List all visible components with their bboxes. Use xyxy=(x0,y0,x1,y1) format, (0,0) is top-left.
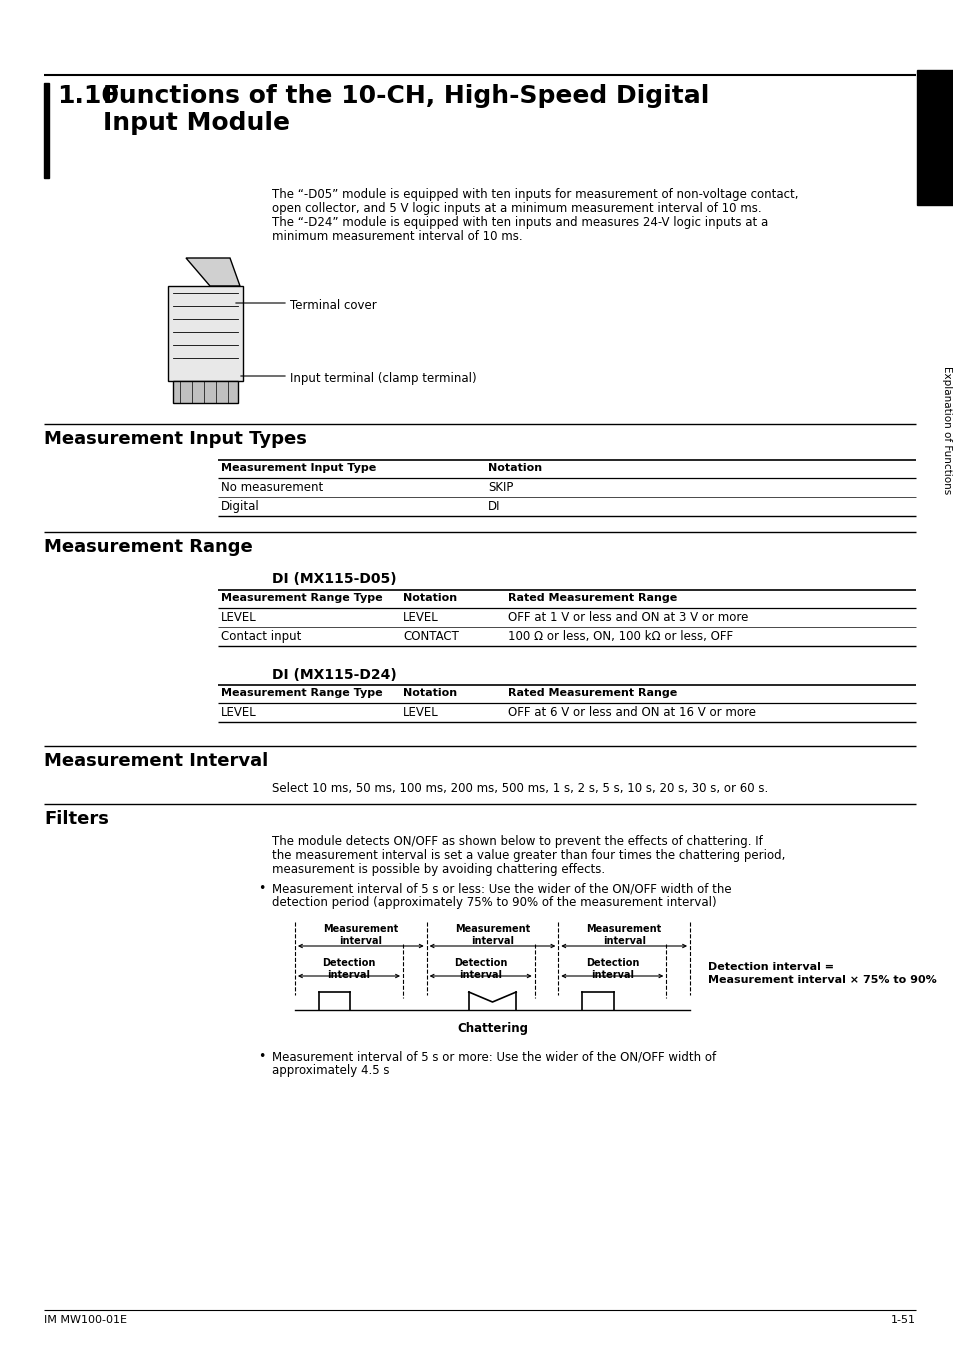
Text: No measurement: No measurement xyxy=(221,481,323,494)
Text: Rated Measurement Range: Rated Measurement Range xyxy=(507,593,677,603)
Text: 1.10: 1.10 xyxy=(57,84,119,108)
Text: open collector, and 5 V logic inputs at a minimum measurement interval of 10 ms.: open collector, and 5 V logic inputs at … xyxy=(272,202,760,215)
Text: 1: 1 xyxy=(926,128,942,148)
Text: Measurement Range Type: Measurement Range Type xyxy=(221,593,382,603)
Text: Measurement interval of 5 s or less: Use the wider of the ON/OFF width of the: Measurement interval of 5 s or less: Use… xyxy=(272,882,731,895)
Polygon shape xyxy=(186,258,240,286)
Text: Chattering: Chattering xyxy=(456,1022,527,1035)
Text: Measurement interval of 5 s or more: Use the wider of the ON/OFF width of: Measurement interval of 5 s or more: Use… xyxy=(272,1050,716,1062)
Bar xyxy=(44,82,49,178)
Text: detection period (approximately 75% to 90% of the measurement interval): detection period (approximately 75% to 9… xyxy=(272,896,716,909)
Bar xyxy=(916,70,953,205)
Text: DI (MX115-D24): DI (MX115-D24) xyxy=(272,668,396,682)
Text: 1-51: 1-51 xyxy=(890,1315,915,1324)
Text: Functions of the 10-CH, High-Speed Digital: Functions of the 10-CH, High-Speed Digit… xyxy=(103,84,709,108)
Text: measurement is possible by avoiding chattering effects.: measurement is possible by avoiding chat… xyxy=(272,863,604,876)
Text: OFF at 1 V or less and ON at 3 V or more: OFF at 1 V or less and ON at 3 V or more xyxy=(507,612,747,624)
Text: Filters: Filters xyxy=(44,810,109,828)
Text: Measurement Range: Measurement Range xyxy=(44,539,253,556)
Text: Measurement Interval: Measurement Interval xyxy=(44,752,268,769)
Text: Contact input: Contact input xyxy=(221,630,301,643)
Bar xyxy=(172,381,237,404)
Text: LEVEL: LEVEL xyxy=(402,612,438,624)
Text: Rated Measurement Range: Rated Measurement Range xyxy=(507,688,677,698)
Text: DI: DI xyxy=(488,500,500,513)
Text: 100 Ω or less, ON, 100 kΩ or less, OFF: 100 Ω or less, ON, 100 kΩ or less, OFF xyxy=(507,630,732,643)
Text: LEVEL: LEVEL xyxy=(221,612,256,624)
Text: Explanation of Functions: Explanation of Functions xyxy=(941,366,951,494)
Text: IM MW100-01E: IM MW100-01E xyxy=(44,1315,127,1324)
Text: Measurement Input Type: Measurement Input Type xyxy=(221,463,375,472)
Text: CONTACT: CONTACT xyxy=(402,630,458,643)
Text: The “-D24” module is equipped with ten inputs and measures 24-V logic inputs at : The “-D24” module is equipped with ten i… xyxy=(272,216,767,230)
Bar xyxy=(168,286,243,381)
Text: •: • xyxy=(257,1050,265,1062)
Text: approximately 4.5 s: approximately 4.5 s xyxy=(272,1064,389,1077)
Text: LEVEL: LEVEL xyxy=(221,706,256,720)
Text: Digital: Digital xyxy=(221,500,259,513)
Text: Input terminal (clamp terminal): Input terminal (clamp terminal) xyxy=(290,373,476,385)
Text: Measurement
interval: Measurement interval xyxy=(323,923,398,945)
Text: Notation: Notation xyxy=(488,463,541,472)
Text: Measurement
interval: Measurement interval xyxy=(586,923,661,945)
Text: Measurement interval × 75% to 90%: Measurement interval × 75% to 90% xyxy=(707,975,936,985)
Text: Detection
interval: Detection interval xyxy=(322,958,375,980)
Text: SKIP: SKIP xyxy=(488,481,513,494)
Text: DI (MX115-D05): DI (MX115-D05) xyxy=(272,572,396,586)
Text: minimum measurement interval of 10 ms.: minimum measurement interval of 10 ms. xyxy=(272,230,522,243)
Text: •: • xyxy=(257,882,265,895)
Text: Detection interval =: Detection interval = xyxy=(707,963,833,972)
Text: Detection
interval: Detection interval xyxy=(454,958,507,980)
Text: Measurement Input Types: Measurement Input Types xyxy=(44,431,307,448)
Text: Notation: Notation xyxy=(402,593,456,603)
Text: Input Module: Input Module xyxy=(103,111,290,135)
Text: The “-D05” module is equipped with ten inputs for measurement of non-voltage con: The “-D05” module is equipped with ten i… xyxy=(272,188,798,201)
Text: OFF at 6 V or less and ON at 16 V or more: OFF at 6 V or less and ON at 16 V or mor… xyxy=(507,706,755,720)
Text: Notation: Notation xyxy=(402,688,456,698)
Text: Detection
interval: Detection interval xyxy=(585,958,639,980)
Text: Select 10 ms, 50 ms, 100 ms, 200 ms, 500 ms, 1 s, 2 s, 5 s, 10 s, 20 s, 30 s, or: Select 10 ms, 50 ms, 100 ms, 200 ms, 500… xyxy=(272,782,767,795)
Text: LEVEL: LEVEL xyxy=(402,706,438,720)
Text: the measurement interval is set a value greater than four times the chattering p: the measurement interval is set a value … xyxy=(272,849,784,863)
Text: Measurement Range Type: Measurement Range Type xyxy=(221,688,382,698)
Text: The module detects ON/OFF as shown below to prevent the effects of chattering. I: The module detects ON/OFF as shown below… xyxy=(272,836,762,848)
Text: Terminal cover: Terminal cover xyxy=(290,298,376,312)
Text: Measurement
interval: Measurement interval xyxy=(455,923,530,945)
